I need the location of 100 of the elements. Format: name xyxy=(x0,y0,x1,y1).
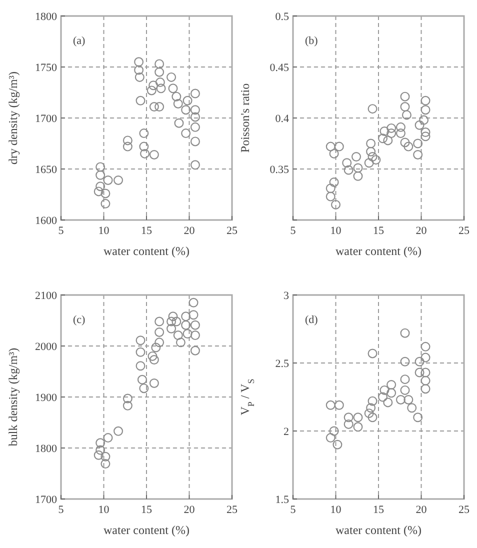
point xyxy=(149,102,159,112)
point xyxy=(100,188,110,198)
point xyxy=(176,338,186,348)
point xyxy=(168,84,178,94)
point xyxy=(353,163,363,173)
point xyxy=(182,96,192,106)
point xyxy=(134,65,144,75)
point xyxy=(353,171,363,181)
point xyxy=(134,72,144,82)
x-tick-label: 10 xyxy=(98,504,110,516)
point xyxy=(334,142,344,152)
point xyxy=(404,394,414,404)
point xyxy=(96,438,106,448)
point xyxy=(154,67,164,77)
point xyxy=(414,368,424,378)
point xyxy=(136,96,146,106)
annotation: (a) xyxy=(73,35,86,47)
point xyxy=(353,422,363,432)
point xyxy=(420,376,430,386)
y-tick-label: 1750 xyxy=(35,62,58,74)
point xyxy=(326,184,336,194)
point xyxy=(364,158,374,168)
point xyxy=(332,440,342,450)
point xyxy=(368,104,378,114)
point xyxy=(96,162,106,172)
point xyxy=(386,128,396,138)
x-tick-label: 5 xyxy=(58,504,64,516)
point xyxy=(400,102,410,112)
point xyxy=(181,128,191,138)
y-tick-label: 1700 xyxy=(35,113,58,125)
x-tick-label: 15 xyxy=(373,504,384,516)
y-axis-title: bulk density (kg/m³) xyxy=(6,348,20,446)
point xyxy=(400,328,410,338)
point xyxy=(326,400,336,410)
point xyxy=(420,96,430,106)
point xyxy=(103,433,113,443)
point xyxy=(386,380,396,390)
x-tick-label: 20 xyxy=(184,504,196,516)
point xyxy=(96,182,106,192)
point xyxy=(154,102,164,112)
point xyxy=(139,128,149,138)
point xyxy=(344,412,354,422)
point xyxy=(404,142,414,152)
y-tick-label: 2100 xyxy=(35,290,58,302)
point xyxy=(326,142,336,152)
point xyxy=(154,327,164,337)
point xyxy=(420,342,430,352)
point xyxy=(400,138,410,148)
point xyxy=(96,445,106,455)
point xyxy=(414,356,424,366)
x-tick-label: 10 xyxy=(98,225,110,237)
point xyxy=(368,396,378,406)
y-tick-label: 1700 xyxy=(35,494,58,506)
point xyxy=(342,158,352,168)
point xyxy=(380,385,390,395)
y-tick-label: 2.5 xyxy=(275,358,290,370)
point xyxy=(400,356,410,366)
point xyxy=(190,136,200,146)
point xyxy=(366,146,376,156)
x-tick-label: 5 xyxy=(290,225,296,237)
annotation: (c) xyxy=(73,314,86,326)
point xyxy=(154,59,164,69)
point xyxy=(172,92,182,102)
point xyxy=(134,57,144,67)
y-tick-label: 1650 xyxy=(35,164,58,176)
x-axis-title: water content (%) xyxy=(104,523,190,537)
point xyxy=(148,80,158,90)
point xyxy=(190,330,200,340)
point xyxy=(139,142,149,152)
point xyxy=(368,152,378,162)
y-tick-label: 0.35 xyxy=(270,164,290,176)
point xyxy=(148,351,158,361)
point xyxy=(149,378,159,388)
point xyxy=(173,98,183,108)
point xyxy=(122,394,132,404)
point xyxy=(190,105,200,115)
x-tick-label: 20 xyxy=(416,504,428,516)
point xyxy=(352,152,362,162)
point xyxy=(166,72,176,82)
y-tick-label: 1600 xyxy=(35,215,58,227)
point xyxy=(190,112,200,122)
point xyxy=(329,426,339,436)
point xyxy=(420,132,430,142)
point xyxy=(96,170,106,180)
point xyxy=(383,398,393,408)
point xyxy=(378,134,388,144)
point xyxy=(136,361,146,371)
point xyxy=(166,316,176,326)
point xyxy=(344,419,354,429)
y-tick-label: 0.4 xyxy=(275,113,290,125)
point xyxy=(122,400,132,410)
point xyxy=(413,138,423,148)
y-tick-label: 1800 xyxy=(35,11,58,23)
point xyxy=(329,148,339,158)
x-tick-label: 15 xyxy=(141,225,152,237)
point xyxy=(420,105,430,115)
y-tick-label: 1900 xyxy=(35,392,58,404)
point xyxy=(334,400,344,410)
point xyxy=(331,200,340,210)
point xyxy=(151,342,161,352)
